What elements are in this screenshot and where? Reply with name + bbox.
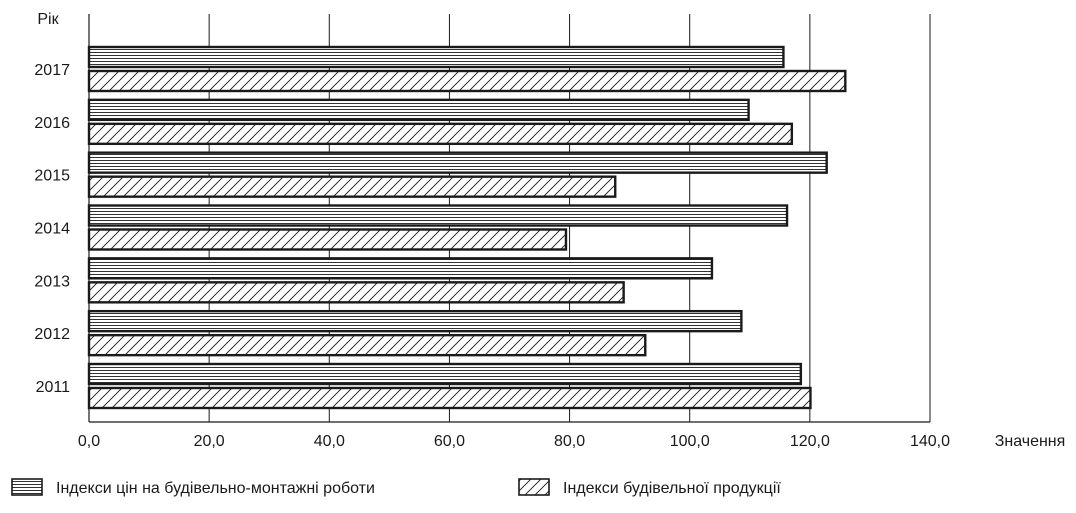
labels-layer: 0,0 20,0 40,0 60,0 80,0 100,0 120,0 140,0 2011 20…	[34, 11, 1065, 450]
y-tick-label: 2016	[34, 115, 70, 132]
y-tick-label: 2014	[34, 221, 70, 238]
y-tick-label: 2011	[36, 379, 71, 396]
y-tick-label: 2013	[34, 273, 70, 290]
x-tick-label: 20,0	[194, 433, 225, 450]
legend-label-production-index: Індекси будівельної продукції	[563, 480, 781, 497]
bars-layer	[87, 45, 847, 410]
y-tick-label: 2012	[34, 326, 70, 343]
bar-price-index-2014	[87, 204, 789, 227]
bar-production-index-2013	[87, 281, 625, 304]
x-tick-label: 100,0	[670, 433, 710, 450]
y-axis-title: Рік	[37, 11, 59, 28]
legend-swatch-price-index	[11, 478, 43, 496]
x-tick-label: 120,0	[790, 433, 830, 450]
bar-production-index-2017	[87, 69, 847, 93]
bar-production-index-2016	[87, 122, 794, 146]
bar-price-index-2011	[87, 362, 803, 386]
legend-label-price-index: Індекси цін на будівельно-монтажні робот…	[56, 480, 375, 497]
bar-production-index-2012	[87, 333, 647, 357]
axes-layer	[88, 14, 930, 423]
bar-price-index-2017	[87, 45, 785, 69]
legend: Індекси цін на будівельно-монтажні робот…	[11, 478, 781, 497]
bar-production-index-2011	[87, 386, 812, 410]
bar-price-index-2016	[87, 98, 750, 122]
y-tick-label: 2017	[34, 62, 70, 79]
y-tick-label: 2015	[34, 168, 70, 185]
x-axis-title: Значення	[995, 433, 1066, 450]
x-tick-label: 40,0	[314, 433, 345, 450]
bar-price-index-2013	[87, 257, 714, 280]
x-tick-label: 0,0	[78, 433, 100, 450]
x-tick-label: 140,0	[910, 433, 950, 450]
x-tick-label: 60,0	[434, 433, 465, 450]
x-tick-label: 80,0	[554, 433, 585, 450]
legend-swatch-production-index	[518, 478, 550, 496]
bar-price-index-2015	[87, 151, 828, 174]
bar-production-index-2015	[87, 175, 617, 198]
bar-production-index-2014	[87, 228, 568, 251]
bar-price-index-2012	[87, 309, 743, 333]
